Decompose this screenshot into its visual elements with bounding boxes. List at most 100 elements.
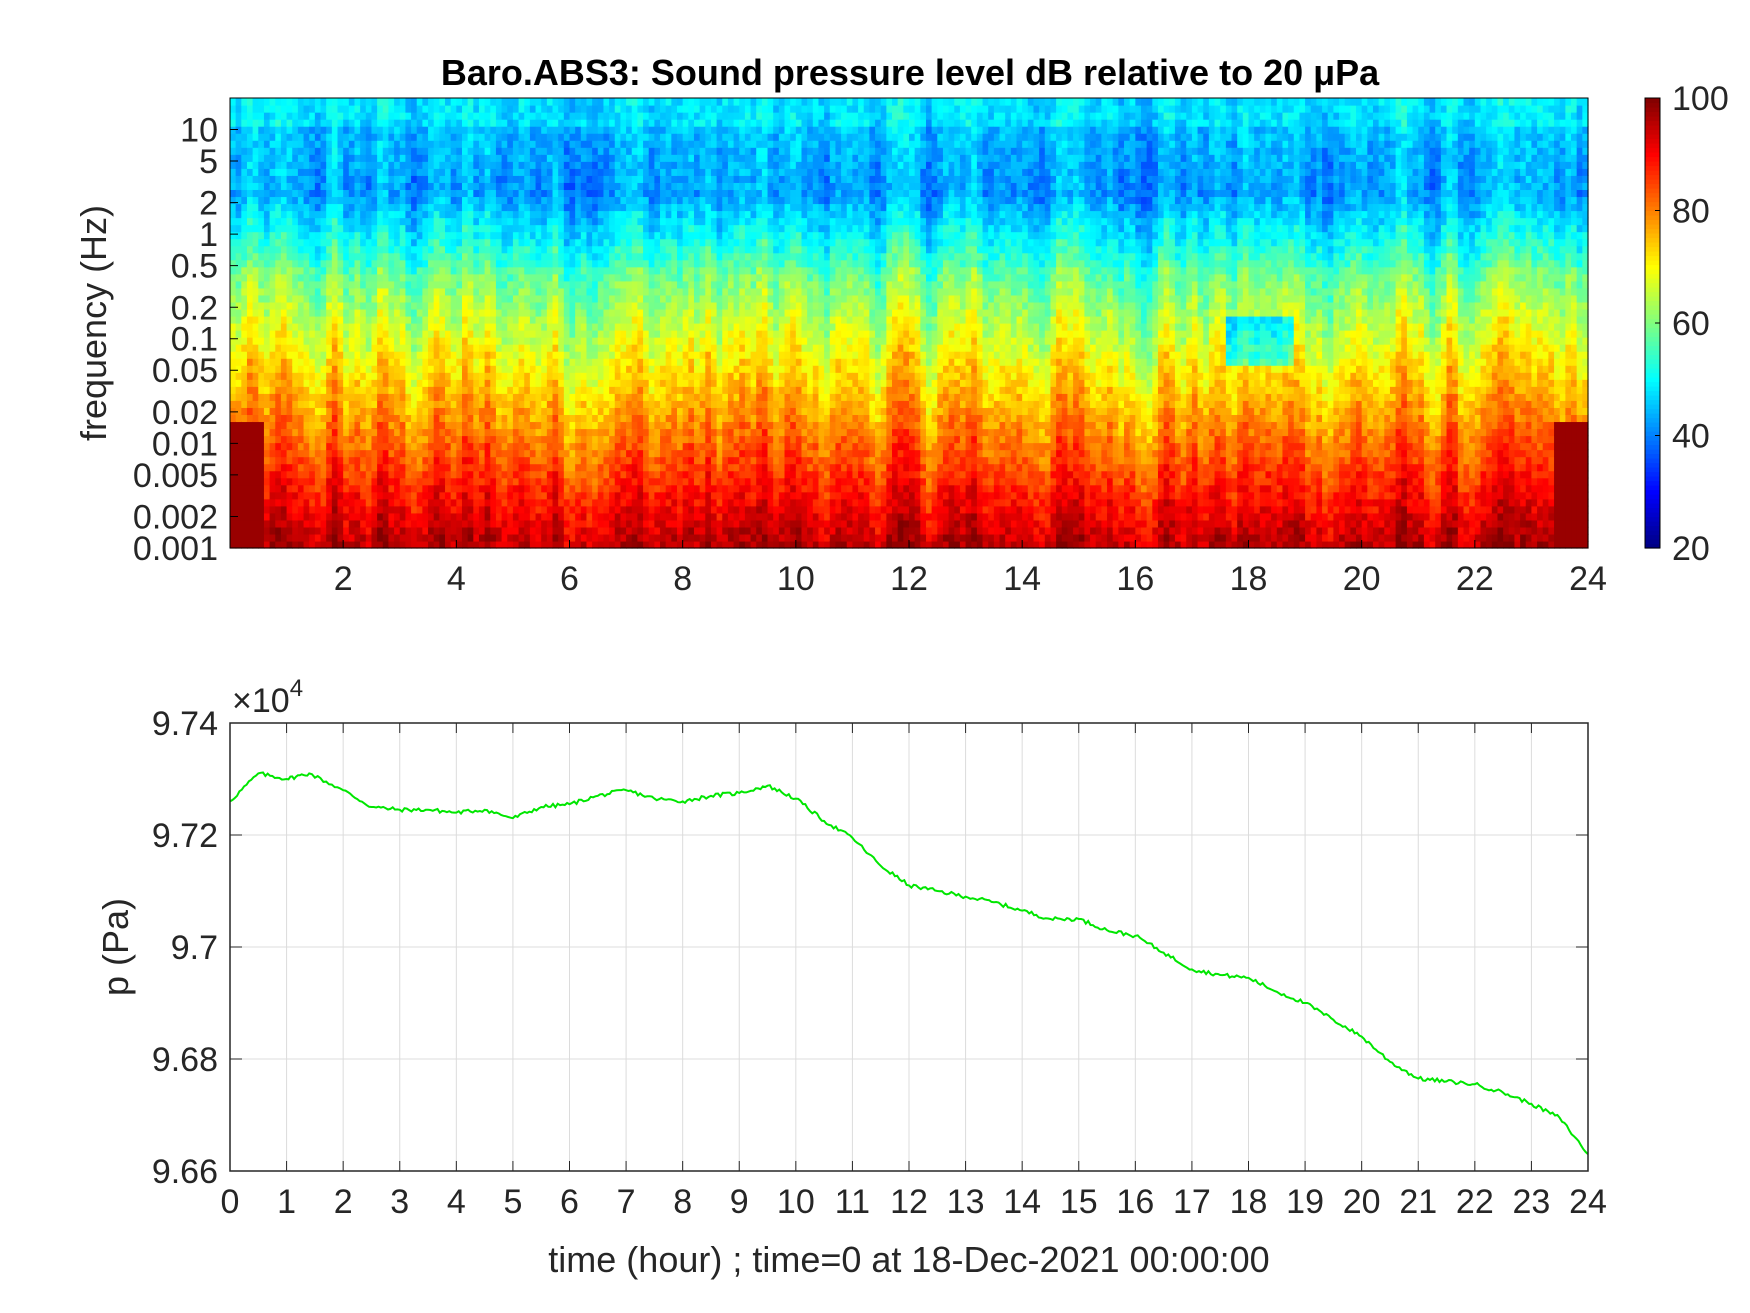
heatmap-cell [592, 105, 599, 113]
heatmap-cell [490, 315, 497, 324]
heatmap-cell [592, 217, 599, 226]
heatmap-cell [535, 477, 542, 486]
heatmap-cell [529, 154, 537, 162]
heatmap-cell [388, 379, 395, 387]
heatmap-cell [541, 203, 548, 212]
heatmap-cell [501, 435, 508, 444]
heatmap-cell [518, 512, 525, 521]
heatmap-cell [235, 259, 242, 268]
heatmap-cell [597, 358, 605, 366]
heatmap-cell [614, 189, 622, 198]
heatmap-cell [609, 393, 616, 401]
heatmap-cell [320, 540, 327, 549]
heatmap-cell [563, 98, 571, 106]
heatmap-cell [382, 98, 390, 106]
heatmap-cell [343, 512, 350, 521]
heatmap-cell [569, 273, 576, 282]
heatmap-cell [258, 330, 265, 338]
heatmap-cell [546, 463, 554, 472]
heatmap-cell [586, 301, 593, 310]
heatmap-cell [275, 400, 282, 408]
heatmap-cell [631, 456, 638, 465]
heatmap-cell [580, 133, 588, 141]
heatmap-cell [445, 245, 452, 254]
heatmap-cell [518, 505, 525, 514]
heatmap-cell [529, 351, 537, 359]
heatmap-cell [241, 203, 248, 212]
heatmap-cell [230, 140, 237, 148]
heatmap-cell [337, 154, 344, 162]
heatmap-cell [388, 189, 395, 198]
heatmap-cell [337, 224, 344, 233]
heatmap-cell [461, 245, 469, 254]
heatmap-cell [501, 301, 508, 310]
heatmap-cell [445, 358, 452, 366]
heatmap-cell [439, 498, 446, 507]
heatmap-cell [286, 154, 293, 162]
heatmap-cell [614, 287, 622, 296]
heatmap-cell [626, 365, 633, 373]
heatmap-cell [263, 393, 271, 401]
heatmap-cell [439, 189, 446, 198]
heatmap-cell [546, 456, 554, 465]
heatmap-cell [546, 365, 554, 373]
heatmap-cell [558, 449, 565, 458]
heatmap-cell [648, 266, 655, 275]
heatmap-cell [337, 105, 344, 113]
heatmap-cell [365, 210, 373, 219]
heatmap-cell [241, 512, 248, 521]
heatmap-cell [580, 491, 588, 500]
heatmap-cell [445, 519, 452, 528]
heatmap-cell [297, 407, 305, 416]
heatmap-cell [314, 294, 322, 303]
heatmap-cell [501, 266, 508, 275]
heatmap-cell [269, 393, 276, 401]
heatmap-cell [484, 168, 491, 176]
heatmap-cell [303, 358, 310, 366]
heatmap-cell [348, 330, 356, 338]
heatmap-cell [603, 266, 610, 275]
heatmap-cell [450, 147, 457, 155]
heatmap-cell [541, 456, 548, 465]
heatmap-cell [303, 168, 310, 176]
spectrogram-title: Baro.ABS3: Sound pressure level dB relat… [441, 52, 1380, 93]
heatmap-cell [654, 449, 661, 458]
heatmap-cell [399, 273, 407, 282]
heatmap-cell [524, 414, 531, 423]
heatmap-cell [529, 365, 537, 373]
heatmap-cell [512, 154, 520, 162]
heatmap-cell [241, 477, 248, 486]
heatmap-cell [575, 372, 582, 380]
heatmap-cell [230, 540, 237, 549]
heatmap-cell [388, 210, 395, 219]
heatmap-cell [512, 182, 520, 191]
heatmap-cell [467, 154, 474, 162]
heatmap-cell [320, 463, 327, 472]
heatmap-cell [252, 175, 259, 183]
heatmap-cell [597, 540, 605, 549]
heatmap-cell [439, 330, 446, 338]
heatmap-cell [377, 414, 384, 423]
heatmap-cell [507, 365, 514, 373]
heatmap-cell [665, 400, 672, 408]
heatmap-cell [484, 533, 491, 542]
heatmap-cell [507, 533, 514, 542]
heatmap-cell [337, 484, 344, 493]
heatmap-cell [246, 252, 254, 261]
heatmap-cell [275, 308, 282, 317]
heatmap-cell [643, 456, 650, 465]
heatmap-cell [461, 224, 469, 233]
heatmap-cell [280, 154, 288, 162]
heatmap-cell [631, 308, 638, 317]
heatmap-cell [648, 512, 655, 521]
heatmap-cell [337, 119, 344, 127]
heatmap-cell [275, 231, 282, 240]
heatmap-cell [450, 287, 457, 296]
heatmap-cell [280, 442, 288, 451]
heatmap-cell [614, 358, 622, 366]
heatmap-cell [490, 203, 497, 212]
heatmap-cell [275, 428, 282, 437]
heatmap-cell [326, 175, 333, 183]
heatmap-cell [320, 358, 327, 366]
heatmap-cell [456, 456, 463, 465]
